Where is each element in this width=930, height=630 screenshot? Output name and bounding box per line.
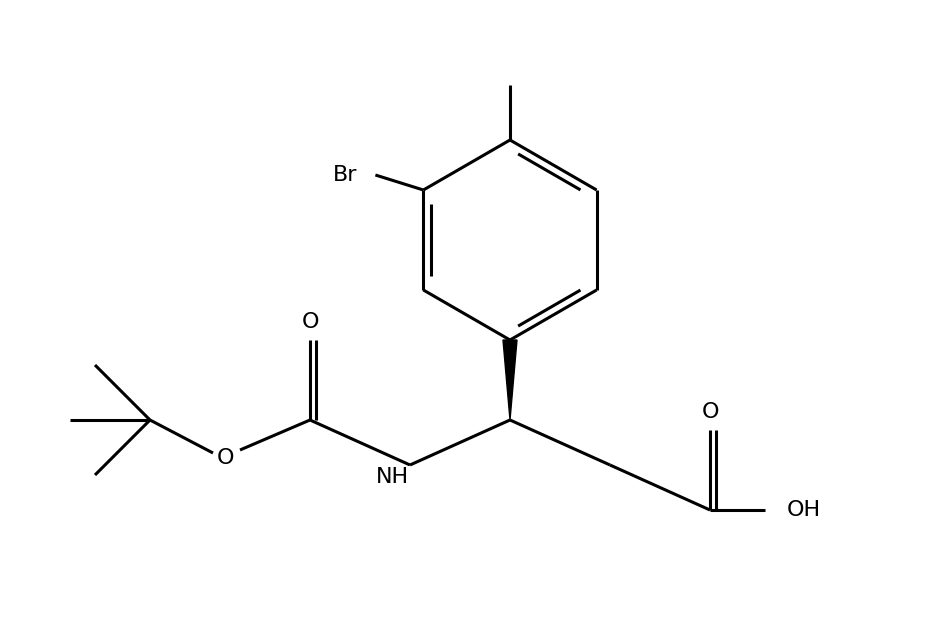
Text: OH: OH bbox=[787, 500, 821, 520]
Polygon shape bbox=[503, 340, 517, 420]
Text: NH: NH bbox=[376, 467, 408, 487]
Text: O: O bbox=[701, 402, 719, 422]
Text: Br: Br bbox=[333, 165, 358, 185]
Text: O: O bbox=[217, 448, 233, 468]
Text: O: O bbox=[301, 312, 319, 332]
